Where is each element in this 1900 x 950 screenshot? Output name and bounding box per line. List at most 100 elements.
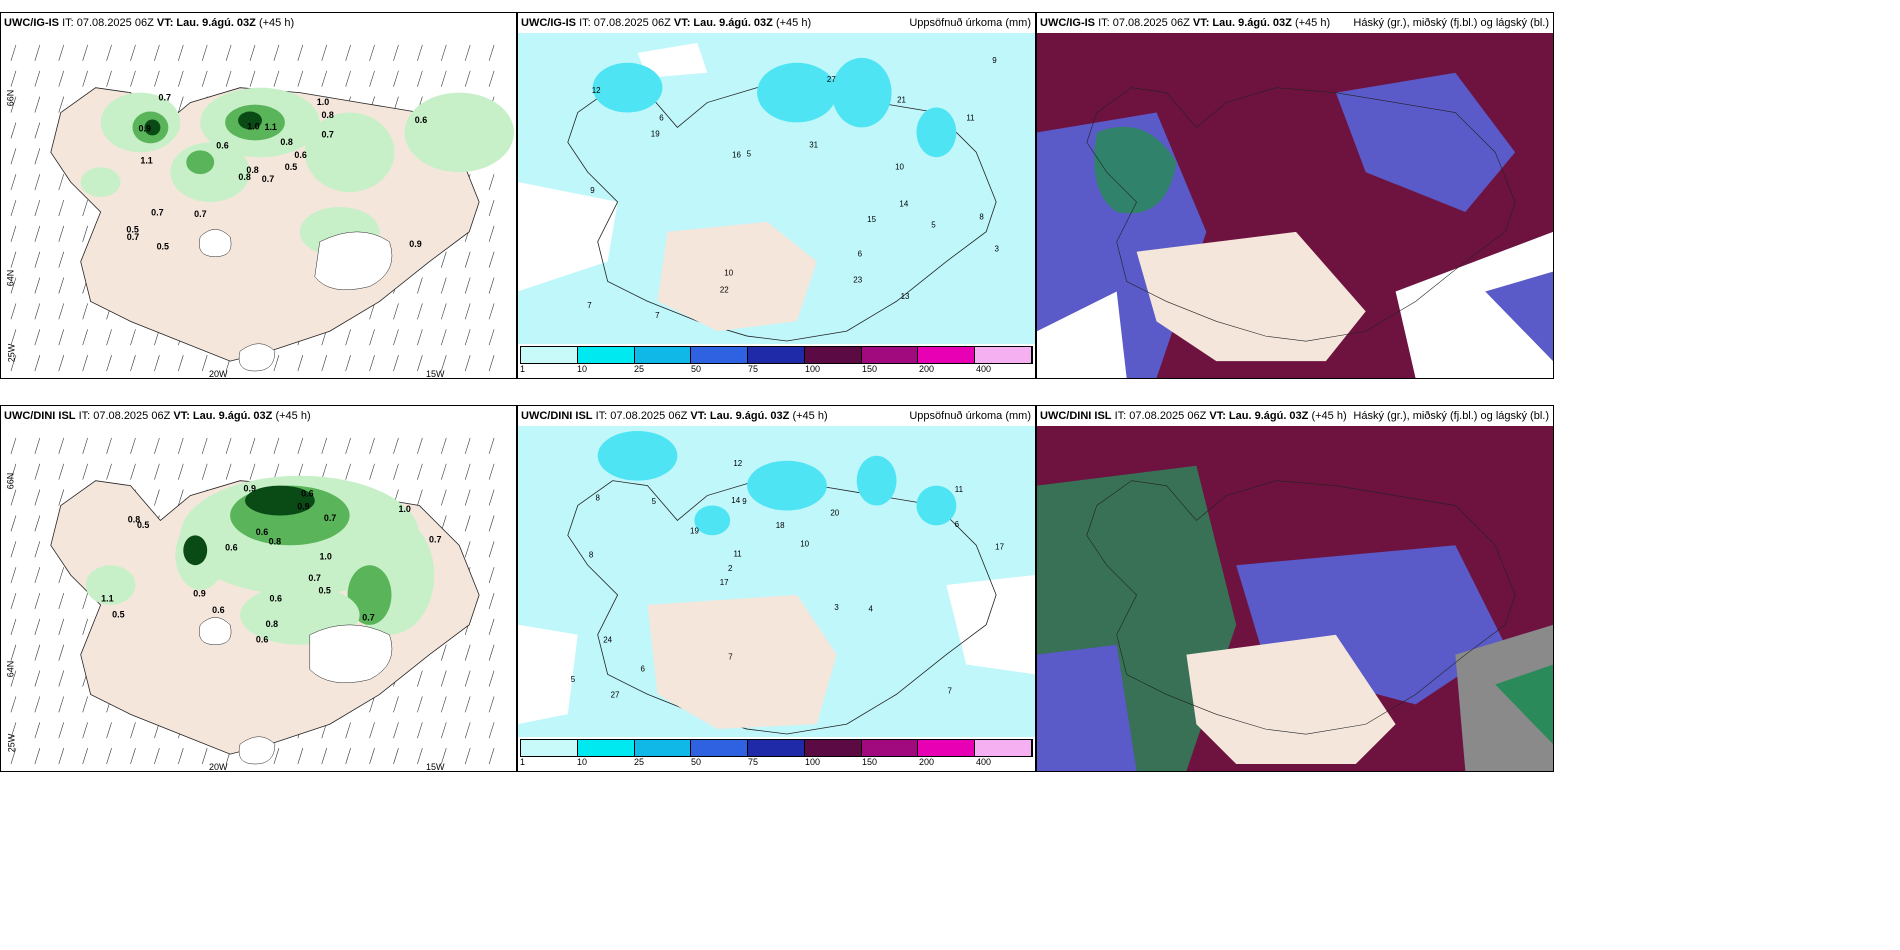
wind-barb xyxy=(488,355,495,372)
dry-area xyxy=(657,221,817,332)
panel-dini-clouds[interactable]: UWC/DINI ISL IT: 07.08.2025 06Z VT: Lau.… xyxy=(1036,405,1554,772)
colorbar-swatch xyxy=(861,740,919,756)
lon-label-25w: 25W xyxy=(6,733,17,753)
wind-barb xyxy=(393,303,399,320)
wind-barb xyxy=(178,489,184,506)
colorbar-swatch xyxy=(975,347,1033,363)
wind-barb xyxy=(441,644,447,661)
init-time: IT: 07.08.2025 06Z xyxy=(78,410,171,422)
dry-area xyxy=(647,594,837,730)
wind-barb xyxy=(249,70,256,87)
wind-barb xyxy=(464,489,471,506)
wind-barb xyxy=(321,748,328,765)
wind-barb xyxy=(441,277,447,294)
valid-time: Lau. 9.ágú. 03Z xyxy=(709,410,790,422)
panel-title: UWC/DINI ISL IT: 07.08.2025 06Z VT: Lau.… xyxy=(1,406,516,426)
wind-barb xyxy=(488,592,495,610)
wind-barb xyxy=(369,437,375,454)
panel-title: UWC/DINI ISL IT: 07.08.2025 06Z VT: Lau.… xyxy=(1037,406,1553,426)
wind-barb xyxy=(178,437,184,454)
wind-barb xyxy=(369,722,375,739)
wind-barb xyxy=(225,44,232,61)
vt-prefix: VT: xyxy=(1192,17,1210,29)
lead-time: (+45 h) xyxy=(1294,17,1331,29)
wind-barb xyxy=(345,463,351,480)
colorbar-tick: 25 xyxy=(634,757,645,767)
wind-barb xyxy=(369,696,375,713)
wind-barb xyxy=(58,355,65,372)
colorbar-swatch xyxy=(691,347,749,363)
wind-barb xyxy=(58,463,65,480)
product-name: Háský (gr.), miðský (fj.bl.) og lágský (… xyxy=(1353,410,1549,422)
map-accumulated: 10 6 7 13 19 22 23 16 21 14 31 27 5 9 7 8 6 11 15 10 12 3 5 9 xyxy=(518,33,1035,344)
model-name: UWC/DINI ISL xyxy=(4,410,76,422)
colorbar-swatch xyxy=(634,740,692,756)
panel-igis-precip-wind[interactable]: UWC/IG-IS IT: 07.08.2025 06Z VT: Lau. 9.… xyxy=(0,12,517,379)
wind-barb xyxy=(130,70,136,87)
colorbar-tick: 10 xyxy=(577,757,588,767)
accum-value: 2 xyxy=(728,564,733,573)
wind-barb xyxy=(249,44,256,61)
init-time: IT: 07.08.2025 06Z xyxy=(62,17,154,29)
wind-barb xyxy=(82,463,88,480)
accum-value: 27 xyxy=(827,75,836,84)
colorbar-tick: 150 xyxy=(862,757,878,767)
model-name: UWC/IG-IS xyxy=(1040,17,1095,29)
precip-values: 0.70.90.80.50.60.71.01.10.80.50.70.91.10… xyxy=(126,93,427,252)
wind-barb xyxy=(34,592,41,610)
wind-barb xyxy=(273,437,280,454)
wind-barb xyxy=(201,355,208,372)
wind-barb xyxy=(488,541,495,558)
wind-barb xyxy=(106,463,112,480)
wind-barb xyxy=(464,722,471,739)
wind-barb xyxy=(417,277,423,294)
wind-barb xyxy=(201,44,208,61)
model-name: UWC/DINI ISL xyxy=(1040,410,1112,422)
wind-barb xyxy=(178,463,184,480)
wind-barb xyxy=(369,44,375,61)
wind-barb xyxy=(249,437,256,454)
accum-value: 22 xyxy=(720,286,729,295)
wind-barb xyxy=(58,748,65,765)
panel-dini-precip-wind[interactable]: UWC/DINI ISL IT: 07.08.2025 06Z VT: Lau.… xyxy=(0,405,517,772)
wind-barb xyxy=(10,329,17,346)
wind-barb xyxy=(393,355,399,372)
lon-label-20w: 20W xyxy=(209,762,228,772)
wind-barb xyxy=(441,355,447,372)
lat-label-66n: 66N xyxy=(5,472,16,490)
lon-label-25w: 25W xyxy=(6,343,17,363)
wind-barb xyxy=(10,489,17,506)
accum-value: 8 xyxy=(596,494,601,503)
precip-value: 0.6 xyxy=(212,605,224,615)
wind-barb xyxy=(488,696,495,713)
panel-dini-accumulated[interactable]: UWC/DINI ISL IT: 07.08.2025 06Z VT: Lau.… xyxy=(517,405,1036,772)
wind-barb xyxy=(130,437,136,454)
accum-value: 6 xyxy=(641,664,646,673)
accum-value: 8 xyxy=(589,551,594,560)
map-clouds xyxy=(1037,426,1553,771)
accum-value: 12 xyxy=(733,459,742,468)
colorbar-tick: 1 xyxy=(520,757,526,767)
wind-barb xyxy=(34,70,41,87)
panel-igis-accumulated[interactable]: UWC/IG-IS IT: 07.08.2025 06Z VT: Lau. 9.… xyxy=(517,12,1036,379)
panel-igis-clouds[interactable]: UWC/IG-IS IT: 07.08.2025 06Z VT: Lau. 9.… xyxy=(1036,12,1554,379)
lat-label-64n: 64N xyxy=(5,660,16,678)
wind-barb xyxy=(34,329,41,346)
precip-value: 0.8 xyxy=(269,537,281,547)
colorbar-swatches xyxy=(520,346,1033,364)
map-svg: 10 6 7 13 19 22 23 16 21 14 31 27 5 9 7 8 6 11 15 10 12 3 5 9 xyxy=(518,33,1035,344)
wind-barb xyxy=(154,44,160,61)
wind-barb xyxy=(464,696,471,713)
wind-barb xyxy=(10,618,17,635)
wind-barb xyxy=(417,463,423,480)
wind-barb xyxy=(10,70,17,87)
glaciers xyxy=(199,617,393,765)
accum-value: 4 xyxy=(869,605,874,614)
wind-barb xyxy=(441,44,447,61)
precip-values: 0.60.80.91.00.70.50.60.91.10.80.70.60.50… xyxy=(101,484,441,645)
model-name: UWC/DINI ISL xyxy=(521,410,593,422)
wind-barb xyxy=(154,489,160,506)
wind-barb xyxy=(488,618,495,635)
precip-value: 0.7 xyxy=(324,513,336,523)
